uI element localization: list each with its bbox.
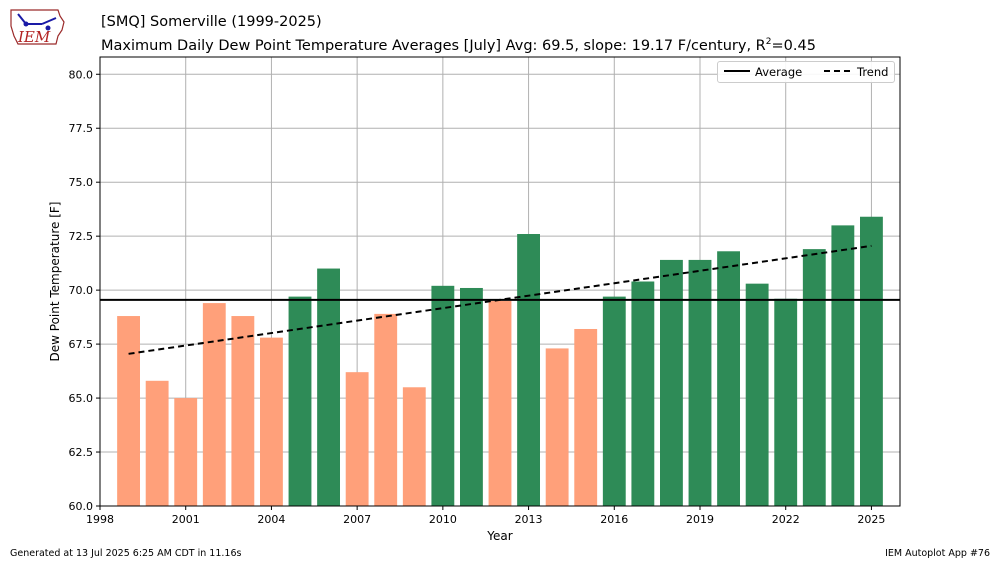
x-tick-label: 2004 [257, 513, 285, 526]
bar-2004 [260, 337, 283, 506]
x-tick-label: 2019 [686, 513, 714, 526]
legend-trend-label: Trend [857, 65, 889, 79]
bar-2010 [431, 285, 455, 506]
title-line-2: Maximum Daily Dew Point Temperature Aver… [101, 32, 816, 56]
bar-2007 [345, 372, 369, 506]
bar-2014 [545, 348, 569, 506]
x-tick-label: 2010 [429, 513, 457, 526]
legend-average-label: Average [755, 65, 803, 79]
legend: Average Trend [717, 61, 895, 83]
y-tick-label: 80.0 [69, 68, 94, 81]
y-axis-label: Dew Point Temperature [F] [48, 202, 62, 362]
bar-2006 [317, 268, 340, 506]
generated-timestamp: Generated at 13 Jul 2025 6:25 AM CDT in … [10, 548, 242, 559]
x-tick-label: 2007 [343, 513, 371, 526]
bars-layer [117, 216, 883, 507]
bar-1999 [117, 316, 140, 506]
bar-2012 [488, 300, 512, 506]
y-tick-label: 65.0 [69, 392, 94, 405]
bar-2017 [631, 281, 655, 506]
title-superscript: 2 [765, 37, 772, 47]
plot-frame [99, 56, 901, 507]
bar-2020 [717, 251, 740, 506]
legend-average-swatch [724, 70, 750, 72]
x-tick-label: 1998 [86, 513, 114, 526]
title-line-1: [SMQ] Somerville (1999-2025) [101, 14, 322, 30]
y-tick-label: 67.5 [69, 338, 94, 351]
bar-2002 [202, 303, 226, 506]
y-tick-label: 70.0 [69, 284, 94, 297]
title-line-2-text: Maximum Daily Dew Point Temperature Aver… [101, 37, 766, 54]
bar-2021 [745, 283, 769, 506]
bar-2000 [145, 380, 169, 506]
app-id: IEM Autoplot App #76 [885, 548, 990, 559]
x-tick-label: 2001 [172, 513, 200, 526]
bar-2001 [174, 398, 198, 506]
bar-2023 [802, 249, 826, 507]
bar-2019 [688, 259, 712, 506]
bar-2024 [831, 225, 855, 506]
x-axis-label: Year [486, 529, 512, 543]
chart-title: [SMQ] Somerville (1999-2025) Maximum Dai… [101, 12, 816, 56]
bar-2018 [660, 259, 683, 506]
lines-layer [100, 244, 900, 355]
legend-trend-swatch [824, 70, 850, 72]
title-line-2-tail: =0.45 [771, 37, 816, 54]
x-tick-label: 2025 [857, 513, 885, 526]
y-tick-label: 62.5 [69, 446, 94, 459]
bar-2015 [574, 328, 598, 506]
trend-line [128, 244, 872, 355]
bar-2025 [860, 216, 883, 506]
y-tick-label: 77.5 [69, 122, 94, 135]
bar-2009 [402, 387, 426, 506]
ticks-layer: 1998 2001 2004 2007 2010 2013 2016 2019 2022 2025… [69, 68, 886, 526]
bar-2005 [288, 296, 312, 506]
bar-2008 [374, 313, 398, 506]
bar-2011 [460, 287, 483, 506]
bar-2013 [517, 234, 540, 506]
x-tick-label: 2013 [515, 513, 543, 526]
bar-2016 [602, 296, 626, 506]
x-tick-label: 2016 [600, 513, 628, 526]
y-tick-label: 72.5 [69, 230, 94, 243]
logo-text: IEM [17, 28, 51, 46]
y-tick-label: 75.0 [69, 176, 94, 189]
iem-logo: IEM [8, 6, 66, 50]
bar-2022 [774, 298, 798, 506]
y-tick-label: 60.0 [69, 500, 94, 513]
x-tick-label: 2022 [772, 513, 800, 526]
bar-2003 [231, 316, 255, 506]
